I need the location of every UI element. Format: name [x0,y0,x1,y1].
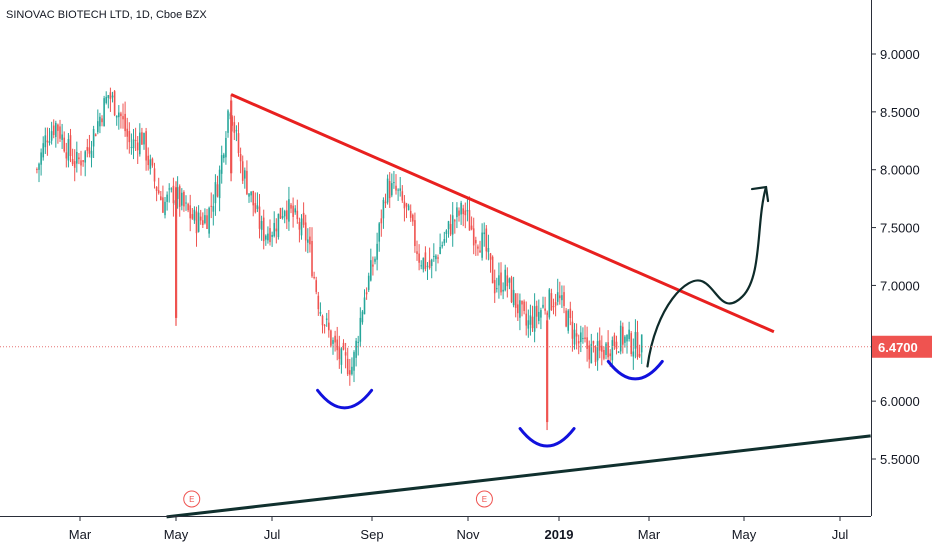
candle [278,214,280,240]
price-tick-label: 8.5000 [880,105,920,120]
earnings-label: E [189,495,194,504]
candle [567,309,569,334]
candle [565,308,567,327]
candle [103,96,105,127]
last-price-value: 6.4700 [878,340,918,355]
earnings-marker[interactable]: E [476,491,492,507]
time-tick-label: Mar [638,527,661,542]
time-tick-label: May [164,527,189,542]
time-tick-label: Jul [832,527,849,542]
last-price-badge: 6.4700 [872,336,932,358]
price-tick-label: 5.5000 [880,452,920,467]
candle [114,90,116,116]
candle-spike [546,314,548,430]
time-tick-label: Mar [69,527,92,542]
earnings-label: E [482,495,487,504]
candle [330,330,332,348]
price-tick-label: 8.0000 [880,163,920,178]
time-tick-label: Nov [456,527,480,542]
candle [208,207,210,238]
candle [549,288,551,320]
candle-spike [230,95,232,182]
price-tick-label: 6.0000 [880,394,920,409]
time-tick-label: 2019 [545,527,574,542]
earnings-marker[interactable]: E [184,491,200,507]
candle [511,276,513,303]
candle-spike [175,181,177,326]
price-tick-label: 9.0000 [880,47,920,62]
candle [492,255,494,283]
candle [630,331,632,356]
candle [280,208,282,219]
price-tick-label: 7.0000 [880,278,920,293]
price-tick-label: 7.5000 [880,221,920,236]
time-tick-label: May [732,527,757,542]
time-tick-label: Jul [264,527,281,542]
time-tick-label: Sep [360,527,383,542]
candle [387,175,389,205]
chart-title: SINOVAC BIOTECH LTD, 1D, Cboe BZX [6,9,207,21]
